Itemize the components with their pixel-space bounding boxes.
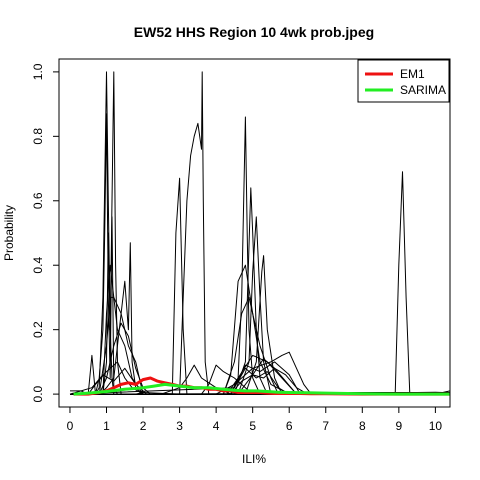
x-tick-label: 1 (103, 419, 110, 433)
y-tick-label: 0.2 (31, 321, 45, 338)
x-tick-label: 4 (213, 419, 220, 433)
x-axis: 0 1 2 3 4 5 6 7 8 9 10 (67, 407, 443, 433)
plot-lines (69, 71, 450, 396)
x-tick-label: 5 (249, 419, 256, 433)
series-line-26 (70, 367, 450, 395)
x-tick-label: 9 (395, 419, 402, 433)
legend-box (357, 59, 450, 103)
x-tick-label: 7 (322, 419, 329, 433)
x-axis-label: ILI% (242, 452, 266, 466)
y-tick-label: 0.6 (31, 192, 45, 209)
legend: EM1 SARIMA (357, 59, 450, 103)
x-tick-label: 2 (140, 419, 147, 433)
y-tick-label: 0.8 (31, 128, 45, 145)
chart-title: EW52 HHS Region 10 4wk prob.jpeg (134, 24, 374, 40)
x-tick-label: 10 (429, 419, 443, 433)
x-tick-label: 6 (286, 419, 293, 433)
series-line-sarima (73, 382, 450, 396)
y-tick-label: 0.0 (31, 385, 45, 402)
y-tick-label: 0.4 (31, 257, 45, 274)
y-axis: 0.0 0.2 0.4 0.6 0.8 1.0 (31, 63, 59, 402)
plot-frame (58, 58, 451, 408)
legend-label-em1: EM1 (400, 67, 425, 81)
y-axis-label: Probability (2, 205, 16, 261)
x-tick-label: 8 (359, 419, 366, 433)
x-tick-label: 0 (67, 419, 74, 433)
legend-label-sarima: SARIMA (400, 83, 446, 97)
y-tick-label: 1.0 (31, 63, 45, 80)
x-tick-label: 3 (176, 419, 183, 433)
